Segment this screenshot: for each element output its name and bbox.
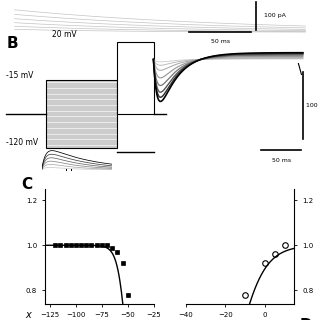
Text: -15 mV: -15 mV <box>6 71 34 80</box>
Text: 20 mV: 20 mV <box>52 30 76 39</box>
Text: C: C <box>21 177 32 192</box>
Text: 50 ms: 50 ms <box>272 158 291 163</box>
Text: D: D <box>300 318 312 320</box>
Text: x: x <box>25 310 31 320</box>
Text: B: B <box>6 36 18 52</box>
Text: 50 ms: 50 ms <box>211 38 230 44</box>
Text: -120 mV: -120 mV <box>6 138 38 147</box>
Text: 100 pA: 100 pA <box>264 13 286 19</box>
Text: 100 pA: 100 pA <box>306 103 320 108</box>
